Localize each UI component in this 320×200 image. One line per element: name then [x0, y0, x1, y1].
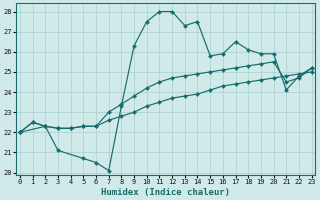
X-axis label: Humidex (Indice chaleur): Humidex (Indice chaleur): [101, 188, 230, 197]
